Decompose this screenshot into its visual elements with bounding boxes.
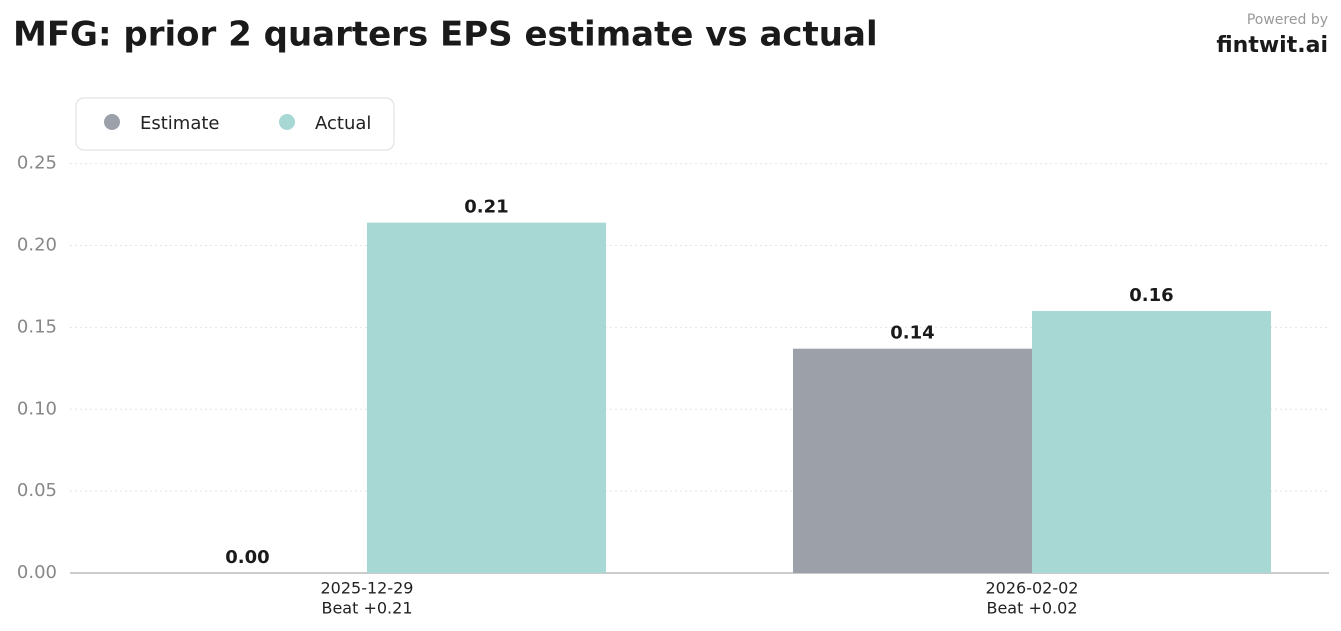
legend-label: Estimate xyxy=(140,113,220,134)
legend-marker xyxy=(279,114,295,130)
legend-box xyxy=(75,97,395,151)
y-tick-label: 0.10 xyxy=(17,398,57,419)
legend-label: Actual xyxy=(315,113,371,134)
brand: fintwit.ai xyxy=(1216,33,1328,58)
x-tick-label: 2025-12-29 xyxy=(321,579,414,598)
x-tick-note: Beat +0.02 xyxy=(986,599,1077,618)
bar xyxy=(367,222,606,573)
powered-by: Powered by xyxy=(1247,12,1328,28)
bar xyxy=(793,348,1032,573)
x-tick-note: Beat +0.21 xyxy=(321,599,412,618)
chart-title: MFG: prior 2 quarters EPS estimate vs ac… xyxy=(13,15,878,55)
y-tick-label: 0.05 xyxy=(17,480,57,501)
x-tick-label: 2026-02-02 xyxy=(986,579,1079,598)
y-tick-label: 0.25 xyxy=(17,153,57,174)
value-label: 0.21 xyxy=(464,197,508,218)
bar xyxy=(1032,311,1271,573)
value-label: 0.16 xyxy=(1129,285,1173,306)
value-label: 0.00 xyxy=(225,547,269,568)
value-label: 0.14 xyxy=(890,323,934,344)
y-tick-label: 0.20 xyxy=(17,235,57,256)
y-tick-label: 0.00 xyxy=(17,562,57,583)
y-tick-label: 0.15 xyxy=(17,316,57,337)
legend-marker xyxy=(104,114,120,130)
